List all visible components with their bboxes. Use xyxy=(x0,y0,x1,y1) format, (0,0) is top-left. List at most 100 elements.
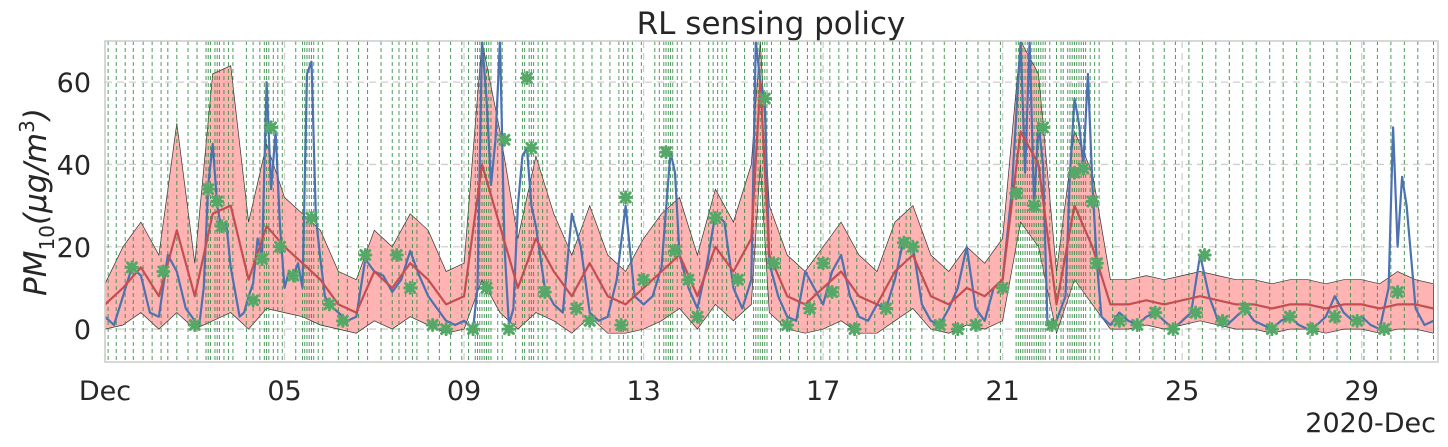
x-tick-label: 05 xyxy=(267,376,301,407)
sensed-sample-marker xyxy=(358,248,373,262)
sensed-sample-marker xyxy=(1197,248,1212,262)
chart-title: RL sensing policy xyxy=(637,6,906,42)
sensed-sample-marker xyxy=(322,297,337,312)
sensed-sample-marker xyxy=(1390,285,1405,300)
sensed-sample-marker xyxy=(1089,256,1104,271)
sensed-sample-marker xyxy=(1188,305,1203,320)
sensed-sample-marker xyxy=(905,239,920,254)
sensed-sample-marker xyxy=(1085,194,1100,209)
sensed-sample-marker xyxy=(1282,309,1297,324)
sensed-sample-marker xyxy=(264,120,279,135)
sensed-sample-marker xyxy=(1215,313,1230,328)
sensed-sample-marker xyxy=(1377,322,1392,337)
sensed-sample-marker xyxy=(569,301,584,316)
sensed-sample-marker xyxy=(201,182,216,197)
y-tick-label: 0 xyxy=(74,315,91,346)
y-label-superscript: 3 xyxy=(15,120,39,133)
sensed-sample-marker xyxy=(156,264,171,279)
sensed-sample-marker xyxy=(210,194,225,209)
x-tick-label: Dec xyxy=(79,376,131,407)
sensed-sample-marker xyxy=(995,280,1010,295)
sensed-sample-marker xyxy=(273,239,288,254)
sensed-sample-marker xyxy=(968,317,983,332)
sensed-sample-marker xyxy=(466,322,481,337)
sensed-sample-markers xyxy=(124,71,1405,337)
x-offset-label: 2020-Dec xyxy=(1305,408,1436,439)
sensed-sample-marker xyxy=(1305,322,1320,337)
x-tick-label: 25 xyxy=(1165,376,1199,407)
sensed-sample-marker xyxy=(816,256,831,271)
sensed-sample-marker xyxy=(246,293,261,308)
sensed-sample-marker xyxy=(1112,313,1127,328)
sensed-sample-marker xyxy=(1009,186,1024,201)
y-tick-labels: 0 20 40 60 xyxy=(57,68,91,346)
sensed-sample-marker xyxy=(932,317,947,332)
y-tick-label: 40 xyxy=(57,150,91,181)
sensed-sample-marker xyxy=(757,91,772,106)
sensed-sample-marker xyxy=(730,272,745,287)
sensed-sample-marker xyxy=(187,317,202,332)
sensed-sample-marker xyxy=(802,301,817,316)
sensed-sample-marker xyxy=(1264,322,1279,337)
sensed-sample-marker xyxy=(847,322,862,337)
sensed-sample-marker xyxy=(708,210,723,225)
sensed-sample-marker xyxy=(1067,165,1082,180)
sensed-sample-marker xyxy=(1027,198,1042,213)
sensed-sample-marker xyxy=(1036,120,1051,135)
sensed-sample-marker xyxy=(1350,313,1365,328)
sensed-sample-marker xyxy=(896,235,911,250)
sensed-sample-marker xyxy=(403,280,418,295)
sensed-sample-marker xyxy=(1076,161,1091,176)
sensed-sample-marker xyxy=(214,219,229,234)
x-tick-label: 29 xyxy=(1345,376,1379,407)
sensed-sample-marker xyxy=(524,141,539,155)
sensed-sample-marker xyxy=(1238,301,1253,316)
x-tick-label: 13 xyxy=(626,376,660,407)
sensed-sample-marker xyxy=(878,301,893,316)
sensed-sample-marker xyxy=(825,285,840,300)
sensed-sample-marker xyxy=(255,252,270,267)
sensed-sample-marker xyxy=(497,132,512,147)
sensed-sample-marker xyxy=(681,272,696,287)
sensed-sample-marker xyxy=(950,322,965,337)
sensed-sample-marker xyxy=(501,322,516,337)
sensed-sample-marker xyxy=(519,71,534,86)
prediction-series-line xyxy=(105,81,1434,314)
y-tick-label: 60 xyxy=(57,68,91,99)
sensed-sample-marker xyxy=(690,309,705,324)
plot-area xyxy=(105,41,1435,362)
y-label-unit-close: ) xyxy=(18,108,54,122)
y-axis-label: PM10(μg/m3) xyxy=(15,108,59,296)
sensed-sample-marker xyxy=(286,268,301,283)
x-tick-label: 21 xyxy=(985,376,1019,407)
x-tick-labels: Dec 05 09 13 17 21 25 29 xyxy=(79,376,1379,407)
sensed-sample-marker xyxy=(439,322,454,337)
sensed-sample-marker xyxy=(614,317,629,332)
sensed-sample-marker xyxy=(335,313,350,328)
sensed-sample-marker xyxy=(618,190,633,205)
sensed-sample-marker xyxy=(1166,322,1181,337)
sensed-sample-marker xyxy=(1148,305,1163,320)
sensed-sample-marker xyxy=(124,260,139,275)
sensed-sample-marker xyxy=(304,210,319,225)
y-label-base: PM xyxy=(18,250,54,295)
sensed-sample-marker xyxy=(582,313,597,328)
x-tick-label: 17 xyxy=(806,376,840,407)
sensed-sample-marker xyxy=(1045,317,1060,332)
plot-frame xyxy=(104,40,1439,363)
y-label-unit-open: (μg/m xyxy=(18,133,54,225)
sensed-sample-marker xyxy=(1130,317,1145,332)
sensed-sample-marker xyxy=(766,256,781,271)
sensed-sample-marker xyxy=(659,145,674,160)
y-tick-label: 20 xyxy=(57,233,91,264)
sensed-sample-marker xyxy=(636,272,651,287)
sensed-sample-marker xyxy=(479,280,494,295)
sensed-sample-marker xyxy=(668,243,683,258)
y-label-subscript: 10 xyxy=(35,225,59,250)
sensed-sample-marker xyxy=(389,248,404,262)
sensed-sample-marker xyxy=(1327,309,1342,324)
x-tick-label: 09 xyxy=(447,376,481,407)
sensed-sample-marker xyxy=(780,317,795,332)
sensed-sample-marker xyxy=(537,285,552,300)
